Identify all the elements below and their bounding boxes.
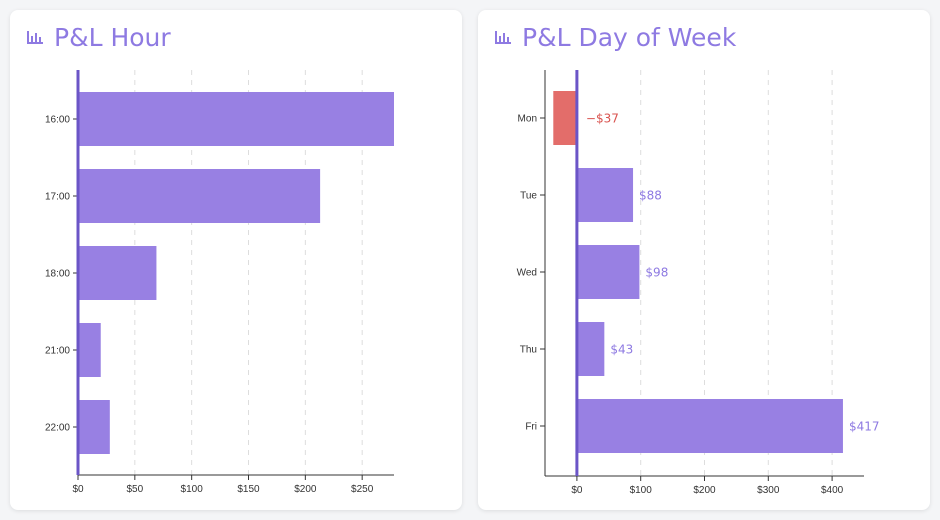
x-tick-label: $200 (294, 484, 317, 495)
pl-day-of-week-card: P&L Day of Week Mon −$37 Tue $88 Wed $98 Thu $4… (478, 10, 930, 510)
y-tick-label: 16:00 (45, 115, 70, 126)
pl-hour-card: P&L Hour 16:00 17:00 18:00 21:00 22:00 $0 $50 $… (10, 10, 462, 510)
y-tick-label: 18:00 (45, 269, 70, 280)
bar[interactable] (576, 322, 605, 376)
bar[interactable] (576, 168, 634, 222)
bar-chart-icon (495, 31, 511, 44)
y-tick-label: Fri (525, 422, 537, 433)
data-label: $88 (639, 189, 662, 203)
bar[interactable] (78, 246, 157, 300)
bar[interactable] (78, 323, 101, 377)
y-tick-label: 17:00 (45, 192, 70, 203)
x-tick-label: $250 (351, 484, 374, 495)
pl-hour-header: P&L Hour (26, 20, 171, 54)
y-tick-label: 22:00 (45, 423, 70, 434)
x-tick-label: $100 (181, 484, 204, 495)
y-tick-label: Thu (520, 345, 537, 356)
bar[interactable] (78, 169, 321, 223)
pl-day-of-week-header: P&L Day of Week (494, 20, 736, 54)
x-tick-label: $200 (693, 485, 716, 496)
x-tick-label: $150 (237, 484, 260, 495)
x-tick-label: $400 (821, 485, 844, 496)
pl-hour-chart: 16:00 17:00 18:00 21:00 22:00 $0 $50 $100 $150 $2… (45, 70, 394, 495)
bar[interactable] (576, 399, 843, 453)
y-tick-label: Tue (520, 191, 537, 202)
data-label: $98 (645, 266, 668, 280)
y-tick-label: Mon (518, 114, 537, 125)
chart-title: P&L Hour (54, 22, 171, 52)
data-label: −$37 (586, 112, 619, 126)
pl-day-of-week-chart: Mon −$37 Tue $88 Wed $98 Thu $43 Fri $417 $0 $100 $2… (517, 70, 880, 496)
x-tick-label: $0 (72, 484, 84, 495)
x-tick-label: $300 (757, 485, 780, 496)
x-tick-label: $50 (126, 484, 143, 495)
bar-chart-icon (27, 31, 43, 44)
bar[interactable] (553, 91, 577, 145)
data-label: $417 (849, 420, 880, 434)
x-tick-label: $0 (571, 485, 583, 496)
chart-title: P&L Day of Week (522, 22, 737, 52)
y-tick-label: 21:00 (45, 346, 70, 357)
y-tick-label: Wed (517, 268, 537, 279)
bar[interactable] (78, 400, 110, 454)
bar[interactable] (78, 92, 394, 146)
bar[interactable] (576, 245, 640, 299)
x-tick-label: $100 (630, 485, 653, 496)
data-label: $43 (610, 343, 633, 357)
